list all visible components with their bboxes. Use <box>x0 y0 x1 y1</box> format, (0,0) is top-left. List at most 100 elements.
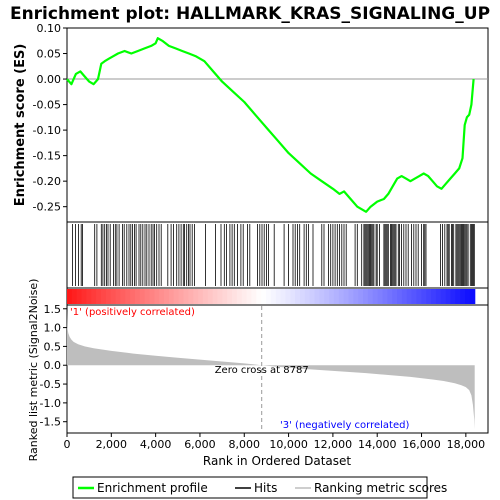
rank-color-band-cell <box>217 289 223 304</box>
rank-y-tick-label: -1.5 <box>40 416 61 429</box>
legend-label-hits: Hits <box>254 481 277 495</box>
rank-color-band-cell <box>256 289 262 304</box>
rank-color-band-cell <box>290 289 296 304</box>
positive-correlation-label: '1' (positively correlated) <box>70 307 195 318</box>
rank-color-band-cell <box>319 289 325 304</box>
rank-color-band-cell <box>469 289 476 304</box>
rank-color-band-cell <box>120 289 126 304</box>
rank-color-band-cell <box>343 289 350 304</box>
ranking-metric-area <box>67 310 475 430</box>
rank-x-tick-label: 16,000 <box>402 438 441 451</box>
hit-lines <box>72 224 475 286</box>
rank-color-band-cell <box>154 289 160 304</box>
zero-cross-label: Zero cross at 8787 <box>215 365 309 376</box>
rank-color-band-cell <box>96 289 102 304</box>
rank-color-band-cell <box>450 289 456 304</box>
rank-color-band-cell <box>193 289 199 304</box>
es-y-tick-label: -0.05 <box>33 99 61 112</box>
rank-color-band-cell <box>236 289 243 304</box>
rank-x-tick-label: 4,000 <box>140 438 172 451</box>
rank-color-band-cell <box>285 289 291 304</box>
rank-color-band-cell <box>460 289 466 304</box>
rank-x-tick-label: 14,000 <box>358 438 397 451</box>
rank-color-band-cell <box>435 289 442 304</box>
rank-y-tick-label: 0.0 <box>44 359 62 372</box>
rank-color-band-cell <box>144 289 151 304</box>
rank-color-band-cell <box>372 289 379 304</box>
rank-color-band-cell <box>261 289 267 304</box>
hits-panel <box>66 221 489 289</box>
rank-color-band-cell <box>387 289 393 304</box>
rank-color-band-cells <box>67 289 476 304</box>
rank-color-band-cell <box>130 289 136 304</box>
rank-color-band-cell <box>314 289 320 304</box>
es-y-tick-label: -0.15 <box>33 150 61 163</box>
rank-color-band-cell <box>207 289 214 304</box>
rank-color-band-cell <box>81 289 88 304</box>
rank-y-axis: 1.5 1.0 0.5 0.0 -0.5 -1.0 -1.5 <box>40 303 67 429</box>
rank-color-band-cell <box>149 289 155 304</box>
rank-color-band-cell <box>401 289 408 304</box>
rank-color-band-cell <box>295 289 301 304</box>
es-y-tick-label: 0.00 <box>37 73 62 86</box>
rank-y-tick-label: 1.0 <box>44 322 62 335</box>
rank-color-band-cell <box>465 289 471 304</box>
rank-color-band-cell <box>110 289 117 304</box>
rank-color-band-cell <box>202 289 209 304</box>
rank-y-tick-label: 1.5 <box>44 303 62 316</box>
legend-label-ranking: Ranking metric scores <box>314 481 447 495</box>
rank-x-tick-label: 2,000 <box>96 438 128 451</box>
rank-color-band-cell <box>367 289 374 304</box>
rank-color-band-cell <box>440 289 447 304</box>
rank-x-tick-label: 0 <box>64 438 71 451</box>
legend-label-enrichment: Enrichment profile <box>97 481 208 495</box>
rank-color-band-cell <box>164 289 170 304</box>
rank-color-band-cell <box>280 289 287 304</box>
rank-color-band-cell <box>270 289 277 304</box>
es-y-tick-label: -0.25 <box>33 201 61 214</box>
rank-color-band-cell <box>227 289 233 304</box>
es-y-tick-label: -0.10 <box>33 124 61 137</box>
rank-color-band-cell <box>324 289 330 304</box>
rank-x-axis: 0 2,000 4,000 6,000 8,000 10,000 12,000 14,000 1… <box>64 433 485 451</box>
rank-panel: Zero cross at 8787 '1' (positively corre… <box>27 279 489 468</box>
rank-color-band-cell <box>105 289 112 304</box>
rank-color-band-cell <box>406 289 413 304</box>
rank-color-band-cell <box>266 289 272 304</box>
rank-color-band-cell <box>358 289 364 304</box>
rank-color-band-cell <box>168 289 175 304</box>
rank-color-band-cell <box>222 289 228 304</box>
rank-y-tick-label: 0.5 <box>44 340 62 353</box>
rank-color-band-cell <box>232 289 238 304</box>
rank-color-band-cell <box>392 289 398 304</box>
rank-color-band-cell <box>76 289 83 304</box>
rank-color-band-cell <box>212 289 219 304</box>
rank-color-band-cell <box>338 289 345 304</box>
rank-color-band-cell <box>426 289 432 304</box>
negative-correlation-label: '3' (negatively correlated) <box>280 420 409 431</box>
rank-color-band-cell <box>411 289 418 304</box>
rank-color-band-cell <box>333 289 340 304</box>
rank-color-band-cell <box>251 289 257 304</box>
rank-color-band-cell <box>382 289 388 304</box>
rank-color-band-cell <box>91 289 97 304</box>
rank-color-band-cell <box>397 289 403 304</box>
rank-x-axis-label: Rank in Ordered Dataset <box>203 454 351 468</box>
rank-x-tick-label: 12,000 <box>314 438 353 451</box>
rank-color-band-cell <box>309 289 316 304</box>
rank-color-band-cell <box>188 289 194 304</box>
rank-color-band-cell <box>159 289 165 304</box>
rank-color-band-cell <box>100 289 107 304</box>
es-y-axis: 0.10 0.05 0.00 -0.05 -0.10 -0.15 -0.20 -0.25 <box>33 22 67 214</box>
rank-color-band-cell <box>125 289 131 304</box>
rank-color-band-cell <box>348 289 354 304</box>
rank-color-band-cell <box>421 289 427 304</box>
rank-color-band-cell <box>183 289 189 304</box>
rank-color-band-cell <box>377 289 384 304</box>
rank-color-band-cell <box>178 289 185 304</box>
rank-color-band-cell <box>67 289 73 304</box>
rank-color-band-cell <box>134 289 141 304</box>
rank-color-band-cell <box>115 289 121 304</box>
es-y-tick-label: 0.10 <box>37 22 62 35</box>
